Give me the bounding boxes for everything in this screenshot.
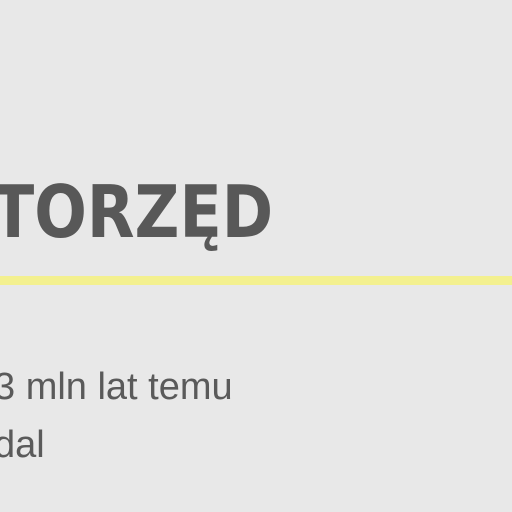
body-text-line-1: 3 mln lat temu [0, 366, 233, 408]
body-text-line-2: dal [0, 424, 45, 466]
page-title: TORZĘD [0, 170, 274, 254]
title-underline [0, 276, 512, 285]
